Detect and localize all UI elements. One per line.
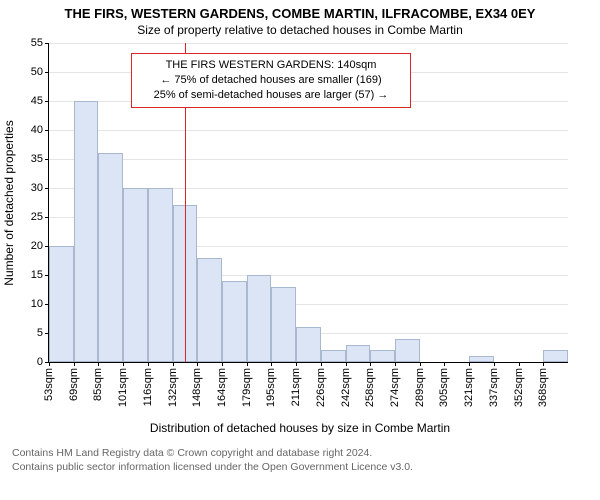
x-tick-mark [197,362,198,366]
x-tick-mark [123,362,124,366]
x-tick-mark [519,362,520,366]
y-tick-label: 0 [37,356,49,368]
x-tick-label: 211sqm [290,368,302,406]
x-tick-mark [469,362,470,366]
x-tick-mark [222,362,223,366]
x-tick-mark [148,362,149,366]
histogram-bar [74,101,99,362]
y-tick-label: 25 [31,211,49,223]
page-title: THE FIRS, WESTERN GARDENS, COMBE MARTIN,… [0,6,600,21]
footer-line-1: Contains HM Land Registry data © Crown c… [12,447,600,461]
x-tick-label: 226sqm [315,368,327,407]
x-tick-label: 179sqm [241,368,253,407]
y-tick-label: 40 [31,124,49,136]
x-tick-label: 85sqm [92,368,104,401]
x-tick-mark [74,362,75,366]
x-tick-label: 368sqm [537,368,549,407]
callout-line-3: 25% of semi-detached houses are larger (… [138,88,404,103]
callout-line-2: ← 75% of detached houses are smaller (16… [138,73,404,88]
x-tick-mark [420,362,421,366]
y-tick-label: 45 [31,95,49,107]
x-tick-label: 289sqm [414,368,426,407]
footer-line-2: Contains public sector information licen… [12,461,600,475]
x-tick-mark [494,362,495,366]
y-tick-label: 50 [31,66,49,78]
x-tick-label: 148sqm [191,368,203,407]
x-tick-label: 69sqm [68,368,80,401]
y-tick-label: 35 [31,153,49,165]
histogram-bar [395,339,420,362]
x-tick-mark [296,362,297,366]
x-tick-mark [49,362,50,366]
x-tick-mark [173,362,174,366]
x-axis-label: Distribution of detached houses by size … [0,421,600,435]
x-tick-mark [321,362,322,366]
x-tick-mark [543,362,544,366]
x-tick-label: 274sqm [389,368,401,407]
y-axis-label: Number of detached properties [2,120,16,285]
histogram-bar [346,345,371,362]
x-tick-mark [395,362,396,366]
grid-line [49,43,568,44]
x-tick-mark [271,362,272,366]
callout-line-1: THE FIRS WESTERN GARDENS: 140sqm [138,58,404,73]
x-tick-label: 101sqm [117,368,129,407]
footer-attribution: Contains HM Land Registry data © Crown c… [12,447,600,474]
histogram-bar [197,258,222,362]
histogram-bar [222,281,247,362]
histogram-bar [247,275,272,362]
histogram-bar [543,350,568,362]
histogram-bar [148,188,173,362]
x-tick-label: 305sqm [438,368,450,407]
histogram-bar [98,153,123,362]
histogram-bar [370,350,395,362]
y-tick-label: 30 [31,182,49,194]
x-tick-mark [346,362,347,366]
x-tick-label: 132sqm [167,368,179,407]
x-tick-mark [98,362,99,366]
y-tick-label: 10 [31,298,49,310]
histogram-bar [123,188,148,362]
y-tick-label: 20 [31,240,49,252]
grid-line [49,130,568,131]
x-tick-label: 321sqm [463,368,475,407]
page-subtitle: Size of property relative to detached ho… [0,23,600,37]
x-tick-label: 352sqm [513,368,525,407]
histogram-chart: Number of detached properties 0510152025… [48,43,568,363]
callout-box: THE FIRS WESTERN GARDENS: 140sqm← 75% of… [131,53,411,108]
x-tick-label: 195sqm [265,368,277,407]
x-tick-label: 116sqm [142,368,154,406]
x-tick-label: 53sqm [43,368,55,401]
y-tick-label: 5 [37,327,49,339]
x-tick-label: 258sqm [364,368,376,407]
x-tick-label: 164sqm [216,368,228,407]
histogram-bar [296,327,321,362]
histogram-bar [321,350,346,362]
x-tick-label: 337sqm [488,368,500,407]
grid-line [49,159,568,160]
x-tick-mark [444,362,445,366]
y-tick-label: 55 [31,37,49,49]
histogram-bar [271,287,296,362]
x-tick-mark [370,362,371,366]
y-tick-label: 15 [31,269,49,281]
histogram-bar [49,246,74,362]
x-tick-label: 242sqm [340,368,352,407]
x-tick-mark [247,362,248,366]
histogram-bar [469,356,494,362]
